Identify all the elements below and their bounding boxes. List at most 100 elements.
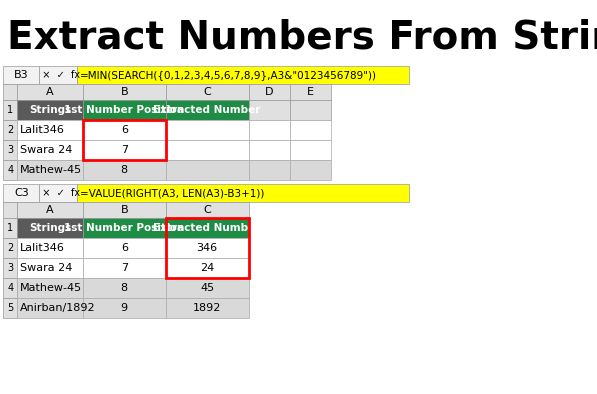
Text: =VALUE(RIGHT(A3, LEN(A3)-B3+1)): =VALUE(RIGHT(A3, LEN(A3)-B3+1)) <box>80 188 264 198</box>
Bar <box>83 218 166 238</box>
Bar <box>4 298 17 318</box>
Text: B: B <box>121 87 128 97</box>
Text: 4: 4 <box>7 165 13 175</box>
Bar <box>4 238 17 258</box>
Text: C: C <box>203 205 211 215</box>
Text: Mathew-45: Mathew-45 <box>20 165 82 175</box>
Bar <box>290 84 331 100</box>
Bar <box>166 140 248 160</box>
Text: =MIN(SEARCH({0,1,2,3,4,5,6,7,8,9},A3&"0123456789")): =MIN(SEARCH({0,1,2,3,4,5,6,7,8,9},A3&"01… <box>80 70 377 80</box>
Bar <box>39 66 78 84</box>
Bar <box>17 298 83 318</box>
Text: Lalit346: Lalit346 <box>20 243 65 253</box>
Bar <box>17 140 83 160</box>
Text: 4: 4 <box>7 283 13 293</box>
Bar <box>166 160 248 180</box>
Text: 6: 6 <box>121 243 128 253</box>
Bar <box>4 66 39 84</box>
Bar <box>17 100 83 120</box>
Text: 45: 45 <box>200 283 214 293</box>
Bar <box>166 278 248 298</box>
Text: 6: 6 <box>121 125 128 135</box>
Bar <box>4 278 17 298</box>
Text: 1st Number Position: 1st Number Position <box>64 223 184 233</box>
Text: C: C <box>203 87 211 97</box>
Text: 9: 9 <box>121 303 128 313</box>
Bar <box>83 120 166 160</box>
Bar <box>17 120 83 140</box>
Bar <box>248 160 290 180</box>
Text: 7: 7 <box>121 263 128 273</box>
Text: Lalit346: Lalit346 <box>20 125 65 135</box>
Bar <box>83 258 166 278</box>
Bar <box>166 120 248 140</box>
Bar <box>17 238 83 258</box>
Text: C3: C3 <box>14 188 29 198</box>
Bar <box>78 66 409 84</box>
Text: Strings: Strings <box>29 223 71 233</box>
Text: Extracted Number: Extracted Number <box>153 223 261 233</box>
Text: Strings: Strings <box>29 105 71 115</box>
Bar <box>248 84 290 100</box>
Text: Mathew-45: Mathew-45 <box>20 283 82 293</box>
Bar <box>83 202 166 218</box>
Text: 2: 2 <box>7 125 14 135</box>
Text: D: D <box>265 87 273 97</box>
Bar <box>17 258 83 278</box>
Text: 2: 2 <box>7 243 14 253</box>
Text: B3: B3 <box>14 70 29 80</box>
Text: 3: 3 <box>7 145 13 155</box>
Bar <box>166 84 248 100</box>
Text: Swara 24: Swara 24 <box>20 263 72 273</box>
Bar <box>166 218 248 278</box>
Bar <box>166 298 248 318</box>
Bar <box>248 100 290 120</box>
Text: 24: 24 <box>200 263 214 273</box>
Bar <box>166 258 248 278</box>
Text: E: E <box>307 87 314 97</box>
Bar <box>4 202 17 218</box>
Bar <box>4 218 17 238</box>
Text: 1: 1 <box>7 223 13 233</box>
Bar <box>17 160 83 180</box>
Bar <box>83 84 166 100</box>
Bar <box>17 218 83 238</box>
Bar <box>83 100 166 120</box>
Bar <box>83 238 166 258</box>
Bar <box>290 120 331 140</box>
Text: Extract Numbers From String: Extract Numbers From String <box>7 19 597 57</box>
Bar <box>4 100 17 120</box>
Bar <box>166 238 248 258</box>
Bar <box>4 84 17 100</box>
Bar <box>290 160 331 180</box>
Bar <box>290 140 331 160</box>
Text: ×  ✓  fx: × ✓ fx <box>36 188 81 198</box>
Bar <box>4 120 17 140</box>
Bar <box>248 140 290 160</box>
Text: ×  ✓  fx: × ✓ fx <box>36 70 81 80</box>
Bar <box>17 84 83 100</box>
Text: 1: 1 <box>7 105 13 115</box>
Bar <box>4 258 17 278</box>
Bar <box>83 160 166 180</box>
Bar <box>166 218 248 238</box>
Bar <box>4 140 17 160</box>
Bar <box>290 100 331 120</box>
Text: 5: 5 <box>7 303 14 313</box>
Bar <box>83 120 166 140</box>
Text: 3: 3 <box>7 263 13 273</box>
Bar <box>83 278 166 298</box>
Bar <box>17 278 83 298</box>
Text: 8: 8 <box>121 283 128 293</box>
Bar <box>4 184 39 202</box>
Bar <box>17 202 83 218</box>
Bar <box>4 160 17 180</box>
Text: 346: 346 <box>196 243 218 253</box>
Bar <box>248 120 290 140</box>
Text: 1st Number Position: 1st Number Position <box>64 105 184 115</box>
Text: 8: 8 <box>121 165 128 175</box>
Bar <box>83 298 166 318</box>
Bar <box>166 100 248 120</box>
Bar <box>166 202 248 218</box>
Text: A: A <box>46 87 54 97</box>
